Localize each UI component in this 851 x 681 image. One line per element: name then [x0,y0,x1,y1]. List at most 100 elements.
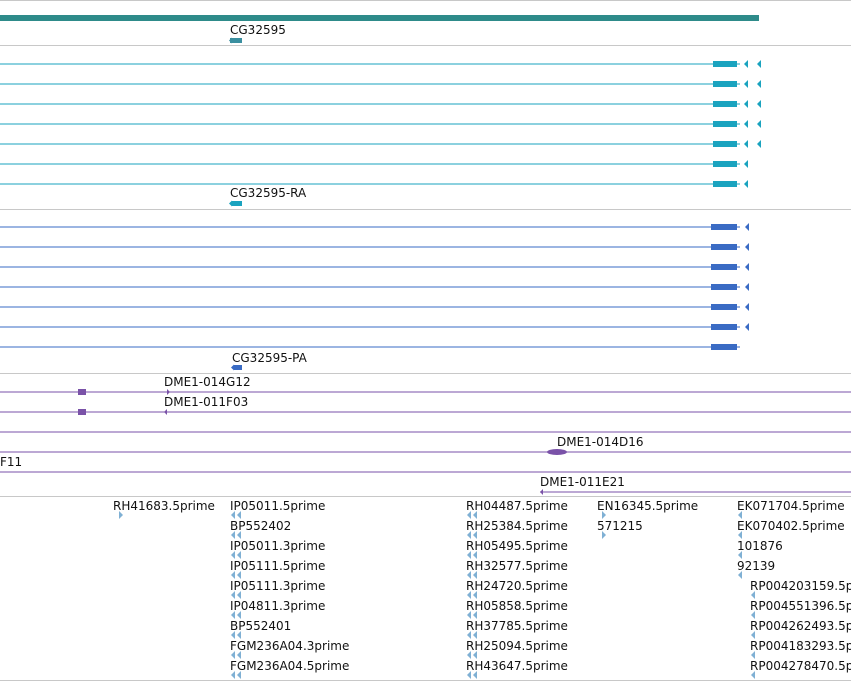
transcript-ra-exon[interactable] [713,141,737,147]
exon-arrow-icon [757,60,761,68]
est-label[interactable]: RP004183293.5p [750,639,851,653]
transcript-ra-exon[interactable] [713,161,737,167]
gene-span-bar[interactable] [0,15,759,21]
est-label[interactable]: RH05495.5prime [466,539,568,553]
est-arrow-icon [119,511,123,519]
est-arrow-icon [751,671,755,679]
est-label[interactable]: IP05011.3prime [230,539,326,553]
clone-label[interactable]: DME1-014D16 [557,435,644,449]
est-label[interactable]: RH25384.5prime [466,519,568,533]
est-arrow-icon [231,551,235,559]
exon-arrow-icon [744,120,748,128]
est-arrow-icon [231,571,235,579]
est-label[interactable]: FGM236A04.3prime [230,639,350,653]
est-label[interactable]: IP04811.3prime [230,599,326,613]
transcript-ra-exon[interactable] [713,61,737,67]
transcript-pa-exon[interactable] [711,264,737,270]
est-arrow-icon [467,511,471,519]
clone-label[interactable]: DME1-014G12 [164,375,251,389]
transcript-pa-exon[interactable] [711,304,737,310]
est-label[interactable]: IP05011.5prime [230,499,326,513]
est-label[interactable]: RH37785.5prime [466,619,568,633]
transcript-ra-marker [232,201,242,206]
est-arrow-icon [231,631,235,639]
transcript-pa-marker [234,365,242,370]
est-label[interactable]: BP552402 [230,519,292,533]
est-label[interactable]: RP004262493.5p [750,619,851,633]
est-arrow-icon [467,531,471,539]
est-arrow-icon [237,671,241,679]
transcript-ra-exon[interactable] [713,121,737,127]
est-label[interactable]: EK070402.5prime [737,519,845,533]
transcript-ra-exon[interactable] [713,101,737,107]
est-arrow-icon [473,611,477,619]
clone-arrow-icon [540,489,543,495]
est-label[interactable]: 571215 [597,519,643,533]
est-label[interactable]: RH43647.5prime [466,659,568,673]
est-label[interactable]: BP552401 [230,619,292,633]
est-arrow-icon [231,651,235,659]
est-arrow-icon [231,531,235,539]
exon-arrow-icon [757,120,761,128]
transcript-pa-label[interactable]: CG32595-PA [232,351,307,365]
clone-label[interactable]: DME1-011E21 [540,475,625,489]
est-label[interactable]: RH25094.5prime [466,639,568,653]
transcript-pa-exon[interactable] [711,244,737,250]
est-label[interactable]: RH32577.5prime [466,559,568,573]
est-arrow-icon [237,651,241,659]
est-label[interactable]: RH04487.5prime [466,499,568,513]
exon-arrow-icon [757,140,761,148]
est-label[interactable]: RH24720.5prime [466,579,568,593]
est-arrow-icon [467,631,471,639]
est-label[interactable]: IP05111.3prime [230,579,326,593]
est-label[interactable]: EK071704.5prime [737,499,845,513]
est-label[interactable]: EN16345.5prime [597,499,699,513]
est-label[interactable]: RP004203159.5p [750,579,851,593]
est-arrow-icon [237,571,241,579]
est-arrow-icon [237,611,241,619]
clone-block[interactable] [547,449,567,455]
transcript-pa-exon[interactable] [711,324,737,330]
est-arrow-icon [473,571,477,579]
exon-arrow-icon [744,180,748,188]
est-label[interactable]: 92139 [737,559,776,573]
est-label[interactable]: IP05111.5prime [230,559,326,573]
transcript-arrow-icon [229,200,232,207]
est-label[interactable]: RH41683.5prime [113,499,215,513]
est-arrow-icon [237,531,241,539]
gene-label[interactable]: CG32595 [230,23,286,37]
est-label[interactable]: FGM236A04.5prime [230,659,350,673]
est-arrow-icon [473,531,477,539]
exon-arrow-icon [744,160,748,168]
exon-arrow-icon [745,283,749,291]
gene-arrow-icon [229,37,232,44]
transcript-pa-exon[interactable] [711,224,737,230]
transcript-pa-exon[interactable] [711,284,737,290]
est-arrow-icon [467,611,471,619]
est-arrow-icon [467,671,471,679]
est-arrow-icon [467,651,471,659]
clone-block[interactable] [78,409,86,415]
exon-arrow-icon [744,140,748,148]
transcript-ra-exon[interactable] [713,81,737,87]
exon-arrow-icon [757,100,761,108]
est-arrow-icon [467,591,471,599]
clone-block[interactable] [78,389,86,395]
clone-label[interactable]: DME1-011F03 [164,395,249,409]
transcript-ra-exon[interactable] [713,181,737,187]
est-arrow-icon [738,571,742,579]
est-arrow-icon [231,511,235,519]
est-arrow-icon [231,611,235,619]
est-label[interactable]: RP004551396.5p [750,599,851,613]
est-label[interactable]: RP004278470.5p [750,659,851,673]
est-label[interactable]: 101876 [737,539,783,553]
transcript-arrow-icon [231,364,234,371]
est-label[interactable]: RH05858.5prime [466,599,568,613]
transcript-pa-exon[interactable] [711,344,737,350]
exon-arrow-icon [757,80,761,88]
clone-label[interactable]: F11 [0,455,23,469]
transcript-ra-label[interactable]: CG32595-RA [230,186,307,200]
est-arrow-icon [602,531,606,539]
